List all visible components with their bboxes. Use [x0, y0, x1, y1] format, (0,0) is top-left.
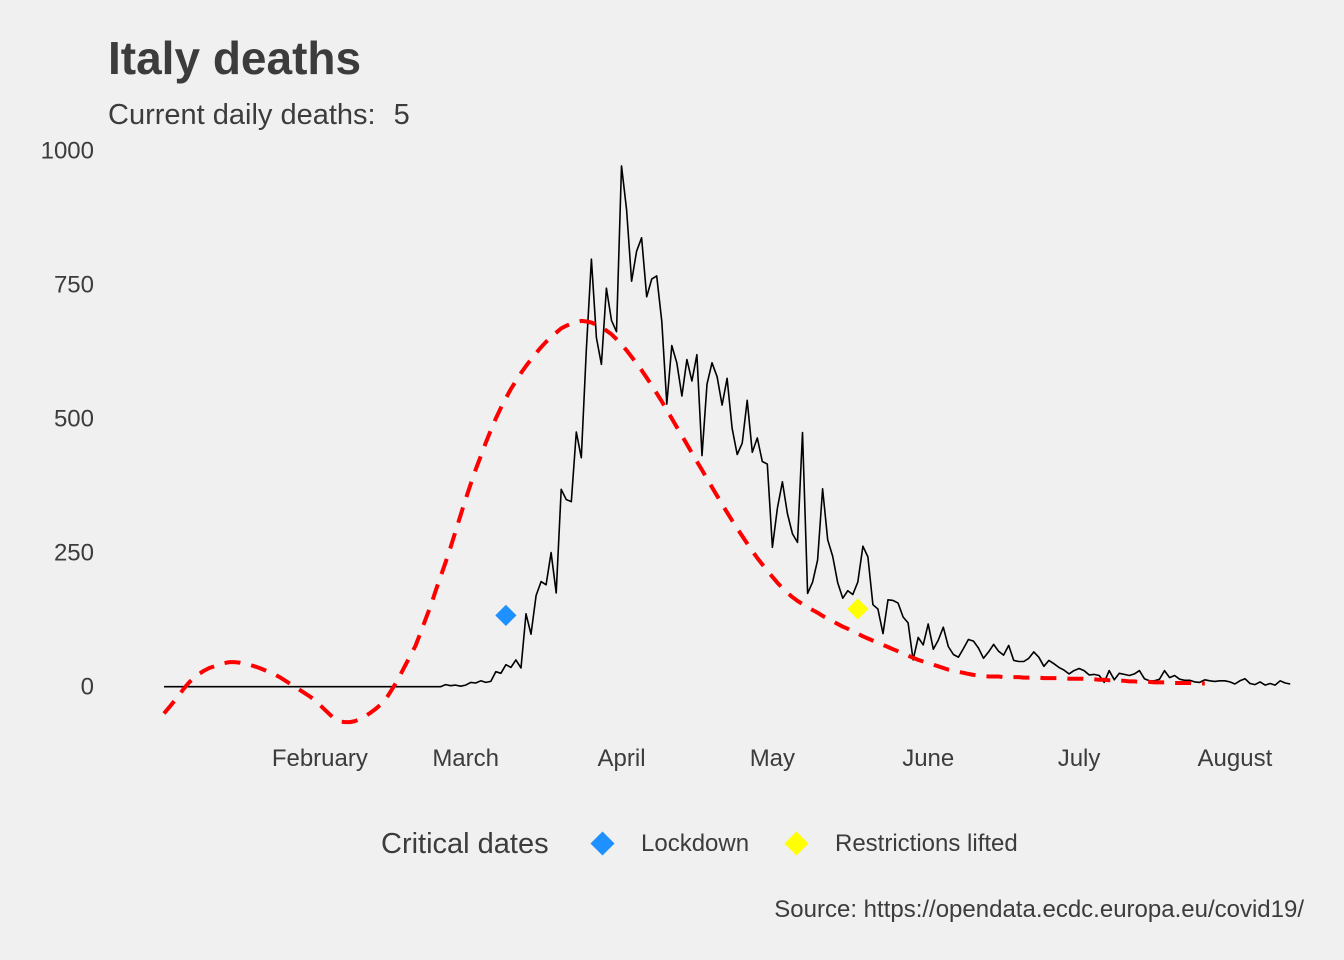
restrictions-lifted-point [847, 598, 869, 620]
subtitle-value: 5 [394, 99, 410, 131]
legend: Critical dates Lockdown Restrictions lif… [381, 828, 1018, 860]
y-axis: 0 250 500 750 1000 [41, 137, 94, 700]
plot-area [162, 165, 1291, 725]
x-tick-label: March [432, 745, 499, 772]
critical-date-points [495, 598, 869, 626]
x-tick-label: April [598, 745, 646, 772]
x-tick-label: July [1058, 745, 1101, 772]
x-tick-label: February [272, 745, 368, 772]
y-tick-label: 250 [54, 540, 94, 567]
x-axis: February March April May June July August [272, 745, 1273, 772]
x-tick-label: June [902, 745, 954, 772]
source-caption: Source: https://opendata.ecdc.europa.eu/… [774, 896, 1304, 923]
legend-lockdown-label: Lockdown [641, 830, 749, 857]
legend-restrictions-lifted-swatch [784, 831, 809, 856]
chart-subtitle: Current daily deaths: 5 [108, 99, 410, 131]
subtitle-label: Current daily deaths: [108, 99, 376, 131]
x-tick-label: August [1198, 745, 1273, 772]
y-tick-label: 500 [54, 406, 94, 433]
y-tick-label: 1000 [41, 137, 94, 164]
chart-title: Italy deaths [108, 32, 361, 84]
x-tick-label: May [750, 745, 795, 772]
y-tick-label: 0 [81, 674, 94, 701]
legend-title: Critical dates [381, 828, 549, 860]
smoothed-trend-line [162, 318, 1205, 725]
y-tick-label: 750 [54, 271, 94, 298]
legend-restrictions-lifted-label: Restrictions lifted [835, 830, 1018, 857]
daily-deaths-line [164, 165, 1291, 688]
legend-lockdown-swatch [590, 831, 615, 856]
lockdown-point [495, 604, 517, 626]
